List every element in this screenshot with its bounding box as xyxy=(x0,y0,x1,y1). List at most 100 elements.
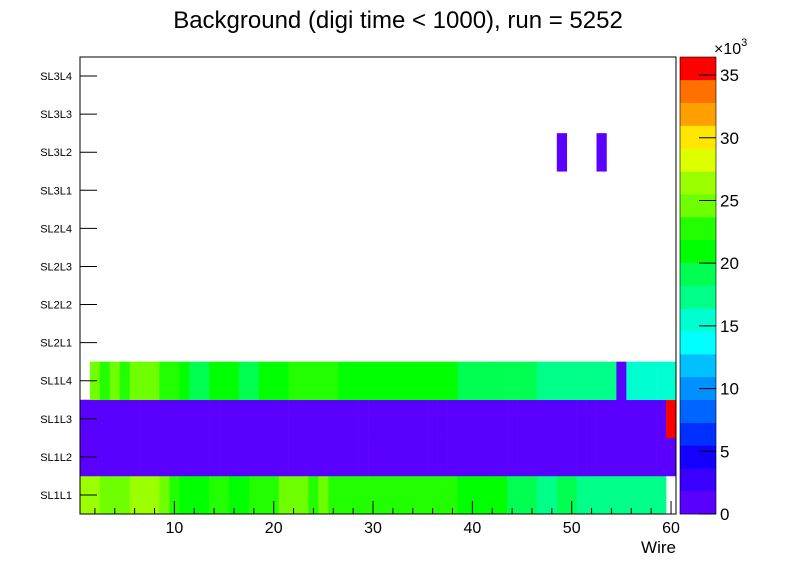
heatmap-cell xyxy=(576,399,587,439)
heatmap-cell xyxy=(338,437,349,477)
heatmap-cell xyxy=(258,475,270,515)
heatmap-cell xyxy=(139,475,150,515)
y-tick-label: SL3L1 xyxy=(40,185,72,197)
y-tick-label: SL3L3 xyxy=(40,109,72,121)
heatmap-cell xyxy=(427,399,438,439)
heatmap-cell xyxy=(527,437,538,477)
heatmap-cell xyxy=(298,399,309,439)
palette-band xyxy=(680,354,716,378)
heatmap-cell xyxy=(606,361,617,401)
palette-band xyxy=(680,239,716,263)
heatmap-cell xyxy=(616,399,627,439)
heatmap-cell xyxy=(387,475,399,515)
heatmap-cells xyxy=(80,133,677,515)
heatmap-cell xyxy=(656,475,667,515)
heatmap-cell xyxy=(229,361,240,401)
heatmap-cell xyxy=(338,475,349,515)
heatmap-cell xyxy=(596,437,607,477)
heatmap-cell xyxy=(378,399,389,439)
heatmap-cell xyxy=(566,475,577,515)
heatmap-cell xyxy=(497,437,508,477)
heatmap-cell xyxy=(437,361,448,401)
heatmap-cell xyxy=(407,361,419,401)
heatmap-cell xyxy=(348,475,359,515)
heatmap-cell xyxy=(109,361,121,401)
heatmap-cell xyxy=(636,475,647,515)
heatmap-cell xyxy=(149,437,160,477)
palette-band xyxy=(680,262,716,286)
heatmap-cell xyxy=(278,475,289,515)
heatmap-cell xyxy=(447,399,458,439)
x-tick-label: 20 xyxy=(265,520,283,537)
heatmap-cell xyxy=(397,361,409,401)
heatmap-cell xyxy=(179,475,190,515)
z-axis-multiplier: ×103 xyxy=(714,37,747,58)
heatmap-cell xyxy=(219,399,230,439)
y-tick-label: SL1L4 xyxy=(40,376,72,388)
heatmap-cell xyxy=(99,475,111,515)
heatmap-cell xyxy=(169,361,180,401)
heatmap-cell xyxy=(437,399,448,439)
heatmap-cell xyxy=(447,475,458,515)
palette-band xyxy=(680,331,716,355)
heatmap-cell xyxy=(616,475,627,515)
heatmap-cell xyxy=(358,361,369,401)
heatmap-cell xyxy=(348,399,359,439)
heatmap-cell xyxy=(258,437,270,477)
heatmap-cell xyxy=(99,361,111,401)
heatmap-cell xyxy=(238,361,250,401)
heatmap-cell xyxy=(586,361,597,401)
x-tick-label: 30 xyxy=(364,520,382,537)
y-tick-label: SL3L2 xyxy=(40,147,72,159)
heatmap-cell xyxy=(209,437,220,477)
heatmap-cell xyxy=(298,475,309,515)
heatmap-cell xyxy=(596,399,607,439)
heatmap-cell xyxy=(447,437,458,477)
y-tick-label: SL2L3 xyxy=(40,261,72,273)
heatmap-cell xyxy=(328,361,339,401)
heatmap-cell xyxy=(338,399,349,439)
heatmap-cell xyxy=(546,399,558,439)
heatmap-cell xyxy=(566,361,577,401)
x-tick-label: 60 xyxy=(662,520,680,537)
heatmap-cell xyxy=(328,475,339,515)
heatmap-cell xyxy=(626,399,637,439)
heatmap-cell xyxy=(149,361,160,401)
y-tick-label: SL2L1 xyxy=(40,338,72,350)
heatmap-cell xyxy=(318,475,329,515)
x-axis-label: Wire xyxy=(641,538,676,557)
heatmap-cell xyxy=(407,437,419,477)
heatmap-cell xyxy=(407,399,419,439)
heatmap-cell xyxy=(119,361,130,401)
heatmap-cell xyxy=(318,437,329,477)
palette-band xyxy=(680,57,716,81)
heatmap-cell xyxy=(616,437,627,477)
heatmap-cell xyxy=(457,399,468,439)
heatmap-cell xyxy=(238,475,250,515)
heatmap-cell xyxy=(368,361,379,401)
heatmap-cell xyxy=(219,437,230,477)
heatmap-cell xyxy=(596,361,607,401)
heatmap-cell xyxy=(119,437,130,477)
heatmap-cell xyxy=(179,399,190,439)
z-tick-label: 15 xyxy=(720,317,739,336)
heatmap-cell xyxy=(556,133,568,172)
heatmap-cell xyxy=(427,437,438,477)
heatmap-cell xyxy=(477,361,488,401)
heatmap-cell xyxy=(248,437,260,477)
heatmap-cell xyxy=(447,361,458,401)
heatmap-cell xyxy=(109,399,121,439)
heatmap-cell xyxy=(397,399,409,439)
heatmap-cell xyxy=(536,361,548,401)
z-tick-label: 35 xyxy=(720,66,739,85)
heatmap-cell xyxy=(646,475,657,515)
heatmap-cell xyxy=(378,475,389,515)
heatmap-cell xyxy=(288,437,299,477)
palette-band xyxy=(680,308,716,332)
y-tick-label: SL2L2 xyxy=(40,300,72,312)
heatmap-cell xyxy=(517,399,528,439)
heatmap-cell xyxy=(119,399,130,439)
heatmap-cell xyxy=(437,475,448,515)
heatmap-cell xyxy=(318,361,329,401)
heatmap-cell xyxy=(507,437,518,477)
